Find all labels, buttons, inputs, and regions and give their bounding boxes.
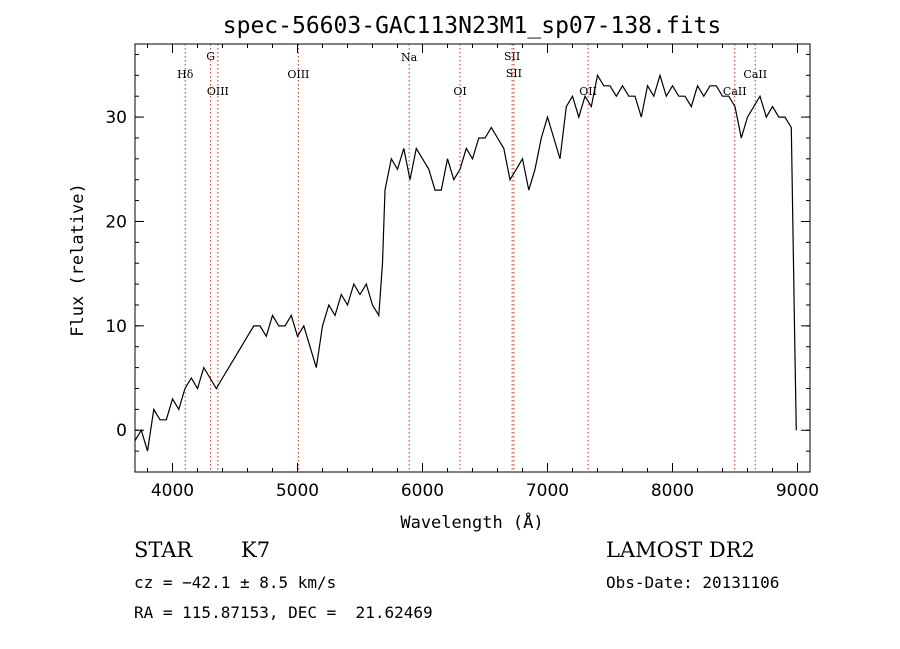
spectral-line-label: G <box>206 50 215 63</box>
x-axis-label: Wavelength (Å) <box>400 511 543 533</box>
spectral-line-label: Hδ <box>177 68 194 81</box>
y-tick-label: 0 <box>116 421 127 441</box>
x-tick-label: 9000 <box>776 481 819 501</box>
object-subclass: K7 <box>241 538 271 562</box>
x-tick-label: 5000 <box>276 481 319 501</box>
spectral-line-label: OIII <box>287 68 309 81</box>
ra-dec-coordinates: RA = 115.87153, DEC = 21.62469 <box>134 603 433 622</box>
y-axis-label: Flux (relative) <box>68 183 88 337</box>
y-tick-label: 20 <box>105 212 127 232</box>
spectral-line-label: OII <box>579 85 597 98</box>
object-class: STAR <box>134 538 193 562</box>
y-tick-label: 10 <box>105 317 127 337</box>
x-tick-label: 7000 <box>526 481 569 501</box>
chart-title: spec-56603-GAC113N23M1_sp07-138.fits <box>223 13 722 39</box>
x-tick-label: 6000 <box>401 481 444 501</box>
y-tick-label: 30 <box>105 108 127 128</box>
survey-name: LAMOST DR2 <box>606 538 755 562</box>
spectral-line-label: OI <box>453 85 466 98</box>
spectral-line-label: Na <box>401 51 418 64</box>
x-tick-label: 8000 <box>651 481 694 501</box>
plot-area: Hδ G OIII OIII Na OI SII SII OII CaII CaII 4000 5000… <box>105 43 819 501</box>
spectral-line-label: OIII <box>207 85 229 98</box>
observation-date: Obs-Date: 20131106 <box>606 573 780 592</box>
spectral-line-label: SII <box>504 50 520 63</box>
spectral-line-label: SII <box>506 67 522 80</box>
flux-spectrum-line <box>134 73 797 452</box>
spectral-line-label: CaII <box>723 85 747 98</box>
spectral-line-label: CaII <box>743 68 767 81</box>
redshift-velocity: cz = −42.1 ± 8.5 km/s <box>134 573 337 592</box>
x-tick-label: 4000 <box>151 481 194 501</box>
